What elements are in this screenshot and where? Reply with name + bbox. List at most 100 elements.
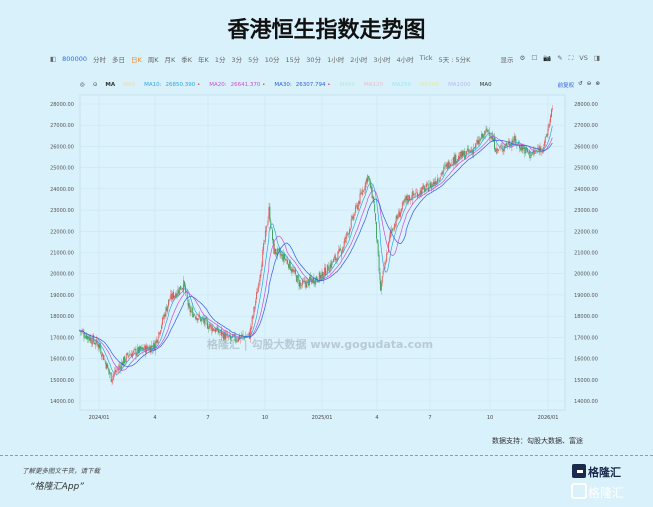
candle <box>348 226 350 238</box>
candle <box>500 142 502 147</box>
period-tab[interactable]: 年K <box>198 56 209 64</box>
data-source: 数据支持：勾股大数据、富途 <box>492 437 583 445</box>
candle <box>438 177 440 183</box>
candle <box>331 259 333 270</box>
period-tab[interactable]: 3分 <box>231 56 243 64</box>
candle <box>268 202 270 216</box>
draw-icon[interactable]: ✎ <box>557 54 563 62</box>
ma-legend-item[interactable]: MA250 <box>392 82 411 88</box>
period-tab[interactable]: 10分 <box>264 56 280 64</box>
candle <box>527 150 529 156</box>
ma-selector[interactable]: MA <box>105 82 116 88</box>
candle <box>361 190 363 195</box>
sidebar-toggle-icon[interactable]: ◧ <box>50 55 57 63</box>
period-tab[interactable]: 15分 <box>285 56 301 64</box>
candle <box>502 149 504 155</box>
ma-legend-item[interactable]: MA60 <box>340 82 356 88</box>
candle <box>520 143 522 153</box>
period-tab[interactable]: 30分 <box>306 56 322 64</box>
candle <box>186 289 188 301</box>
candle <box>242 329 244 337</box>
candle <box>496 143 498 154</box>
candle <box>161 315 163 329</box>
x-tick-label: 4 <box>153 415 156 421</box>
candle <box>201 317 202 325</box>
candle <box>529 156 531 159</box>
candle <box>395 214 397 228</box>
candle <box>551 105 553 112</box>
period-tab[interactable]: 日K <box>130 56 142 64</box>
period-tab[interactable]: 分时 <box>92 56 106 64</box>
kline-chart[interactable]: 28000.00 28000.00 27000.00 27000.00 26000.00… <box>0 0 653 430</box>
candle <box>168 299 170 309</box>
settings-icon[interactable]: ⊙ <box>92 82 98 88</box>
period-tab[interactable]: 1分 <box>214 56 226 64</box>
period-tab[interactable]: 2小时 <box>350 56 368 64</box>
period-tab[interactable]: 季K <box>181 56 193 64</box>
candle <box>264 239 265 245</box>
display-dropdown[interactable]: 显示 <box>500 56 514 64</box>
layout-icon[interactable]: ☐ <box>531 54 538 62</box>
period-tab[interactable]: 5天 : 5分K <box>438 56 471 64</box>
candle <box>316 275 318 282</box>
candle <box>434 178 436 189</box>
minimize-icon[interactable]: ⊖ <box>586 81 592 87</box>
candle <box>261 261 263 271</box>
stock-code[interactable]: 800000 <box>62 55 87 63</box>
candle <box>363 189 365 193</box>
candle <box>317 281 319 283</box>
compare-button[interactable]: VS <box>579 54 588 62</box>
x-tick-label: 4 <box>375 415 378 421</box>
candle <box>423 183 425 191</box>
period-tab[interactable]: 周K <box>147 56 159 64</box>
candle <box>189 303 191 316</box>
candle <box>110 372 111 376</box>
adjust-button[interactable]: 前复权 <box>557 83 575 89</box>
candle <box>402 200 404 207</box>
candle <box>474 146 475 150</box>
ma-legend-item[interactable]: MA20: 26641.370 • <box>209 82 265 88</box>
period-tab[interactable]: Tick <box>419 54 433 62</box>
candle <box>131 351 133 359</box>
candle <box>203 315 205 327</box>
ma-legend-item[interactable]: MA1000 <box>448 82 471 88</box>
ma-label: MA1000 <box>448 82 471 88</box>
period-tab[interactable]: 4小时 <box>396 56 414 64</box>
ma-legend-item[interactable]: MA10: 26850.390 • <box>144 82 200 88</box>
y-tick-label: 23000.00 <box>574 208 598 214</box>
period-tab[interactable]: 1小时 <box>327 56 345 64</box>
ma-legend-item[interactable]: MA120 <box>364 82 383 88</box>
candle <box>387 252 389 255</box>
candle <box>339 246 341 253</box>
candle <box>275 248 277 257</box>
camera-icon[interactable]: 📷 <box>543 54 552 62</box>
ma-legend-item[interactable]: MA5 <box>123 82 135 88</box>
candle <box>114 367 116 378</box>
panel-icon[interactable]: ◨ <box>593 54 600 62</box>
ma-label: MA250 <box>392 82 412 88</box>
ma-label: MA60 <box>339 82 356 88</box>
close-icon[interactable]: ⊗ <box>595 81 600 87</box>
period-tab[interactable]: 3小时 <box>373 56 391 64</box>
fullscreen-icon[interactable]: ⛶ <box>568 54 574 62</box>
candle <box>270 218 272 231</box>
candle <box>476 136 478 146</box>
candle <box>347 231 349 236</box>
period-tab[interactable]: 月K <box>164 56 176 64</box>
candle <box>419 187 421 197</box>
candle <box>307 279 309 283</box>
candle <box>480 137 482 142</box>
candle <box>256 287 258 294</box>
candle <box>225 330 227 340</box>
period-tab[interactable]: 5分 <box>248 56 259 64</box>
candle <box>162 314 164 320</box>
ma-legend-item[interactable]: MA0 <box>480 82 492 88</box>
undo-icon[interactable]: ↺ <box>578 81 583 87</box>
eye-icon[interactable]: ◎ <box>80 82 85 88</box>
ma-legend-item[interactable]: MA30: 26307.794 • <box>274 82 330 88</box>
candle <box>170 289 172 301</box>
ma-legend-item[interactable]: MA500 <box>420 82 439 88</box>
period-tab[interactable]: 多日 <box>111 56 125 64</box>
settings-icon[interactable]: ⚙ <box>519 54 526 62</box>
candle <box>267 216 269 228</box>
